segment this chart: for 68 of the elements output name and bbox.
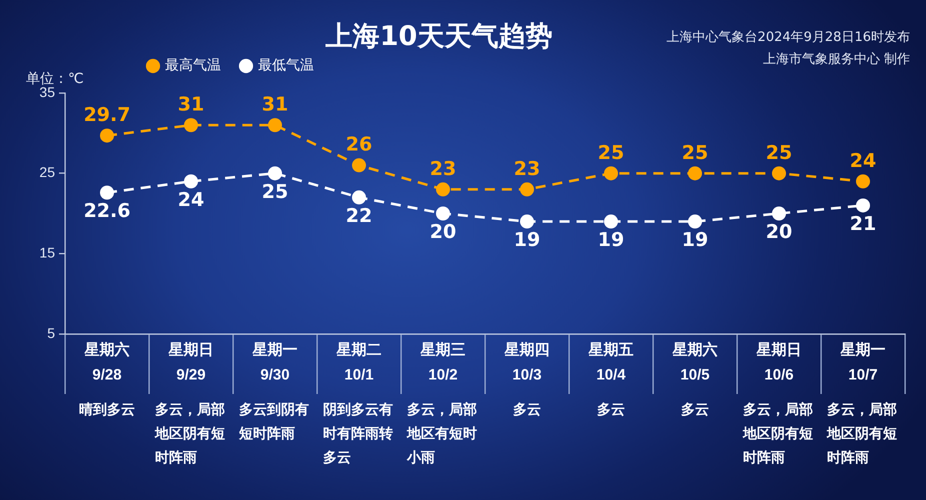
data-label: 31 [262,94,288,116]
data-label: 22 [346,204,372,227]
point [184,174,198,188]
data-label: 31 [178,94,204,116]
point [268,118,282,132]
data-label: 20 [766,220,792,243]
x-tick-label: 星期一 9/30 [252,342,298,384]
y-tick-label: 5 [47,324,56,341]
data-label: 24 [178,188,204,211]
point [604,166,618,180]
text: 多云到阴有短时阵雨 [239,401,310,444]
text: 多云，局部地区阴有短时阵雨 [827,400,898,468]
data-label: 23 [514,158,540,180]
data-label: 23 [430,158,456,180]
data-label: 25 [766,142,792,164]
point [520,214,534,229]
x-tick-label: 星期日 9/29 [168,342,214,384]
x-tick-label: 星期二 10/1 [336,342,382,384]
text: 多云 [597,401,625,420]
point [184,118,198,132]
y-tick-label: 15 [39,244,56,261]
legend-label: 最低气温 [258,58,314,74]
point [772,166,786,180]
point [352,158,366,172]
point [352,190,366,204]
data-label: 22.6 [84,200,130,222]
point [520,182,534,196]
point [100,186,114,200]
text: 多云，局部地区阴有短时阵雨 [743,400,814,468]
point [856,198,870,212]
point [856,174,870,188]
data-label: 29.7 [84,104,130,126]
point [688,214,702,229]
data-label: 21 [850,212,876,235]
x-tick-label: 星期日 10/6 [756,342,802,384]
x-tick-label: 星期四 10/3 [504,342,550,384]
data-label: 26 [346,134,372,156]
point [268,166,282,180]
point [100,128,114,143]
text: 多云，局部地区有短时小雨 [407,400,478,468]
point [436,206,450,220]
x-tick-label: 星期六 10/5 [672,340,718,384]
point [688,166,702,180]
x-tick-label: 星期一 10/7 [840,342,886,384]
point [604,214,618,229]
data-label: 19 [514,228,540,251]
chart-title: 上海10天天气趋势 [326,20,552,54]
text: 多云 [681,401,709,420]
data-label: 19 [598,228,624,251]
text: 阴到多云有时有阵雨转多云 [323,401,394,468]
text: 多云，局部地区阴有短时阵雨 [155,400,226,468]
legend-label: 最高气温 [165,58,221,74]
x-tick-label: 星期三 10/2 [420,342,466,384]
point [436,182,450,196]
text: 上海中心气象台2024年9月28日16时发布 [666,29,910,47]
data-label: 25 [262,180,288,203]
data-label: 24 [850,150,876,172]
x-tick-label: 星期六 9/28 [84,340,130,384]
data-label: 25 [598,142,624,164]
data-label: 20 [430,220,456,243]
point [772,206,786,220]
text: 上海市气象服务中心 制作 [762,51,910,69]
text: 多云 [513,401,541,420]
text: 晴到多云 [79,401,135,420]
x-tick-label: 星期五 10/4 [588,342,634,384]
data-label: 19 [682,228,708,251]
data-label: 25 [682,142,708,164]
y-tick-label: 25 [39,164,56,180]
